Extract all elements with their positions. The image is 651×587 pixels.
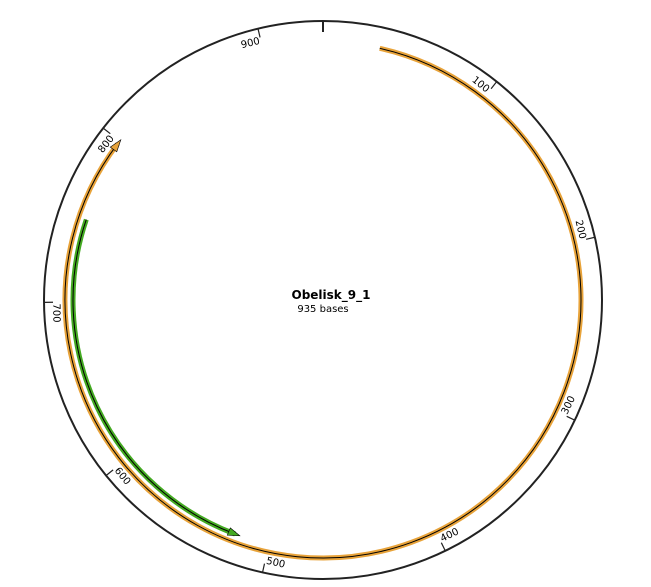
tick-mark-600 — [105, 469, 114, 476]
tick-mark-200 — [585, 236, 595, 240]
feature-orange-arrowhead — [109, 138, 122, 153]
feature-green-arrowhead — [226, 527, 241, 537]
tick-label-200: 200 — [573, 219, 588, 240]
tick-mark-400 — [440, 542, 446, 552]
tick-mark-500 — [261, 563, 266, 573]
feature-orange-core — [64, 47, 582, 559]
tick-mark-900 — [257, 28, 261, 38]
tick-mark-300 — [566, 415, 576, 421]
feature-green-arc — [70, 218, 236, 537]
map-title: Obelisk_9_1 — [292, 288, 371, 303]
map-length: 935 bases — [297, 304, 348, 315]
tick-label-900: 900 — [240, 36, 261, 51]
tick-label-500: 500 — [265, 556, 286, 571]
features — [62, 45, 584, 561]
tick-mark-800 — [102, 127, 111, 135]
feature-green-core — [72, 219, 236, 535]
tick-label-700: 700 — [50, 303, 61, 322]
tick-mark-100 — [490, 81, 498, 90]
